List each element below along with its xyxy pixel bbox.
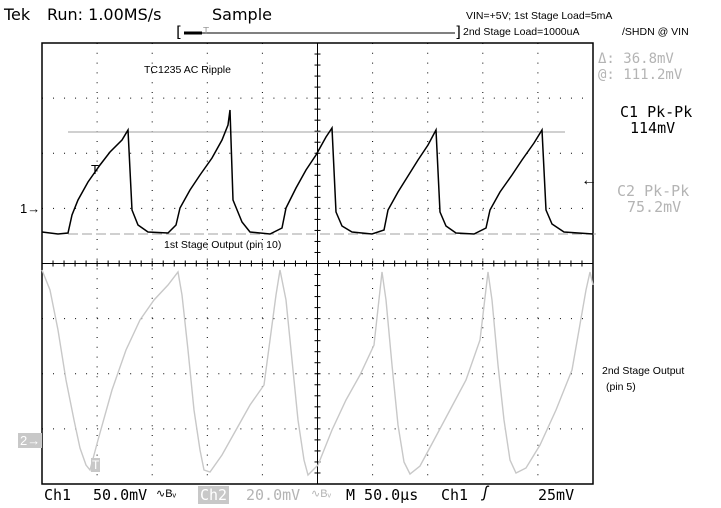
brand-label: Tek	[4, 5, 31, 24]
cursor-delta-readout: Δ: 36.8mV	[598, 51, 674, 67]
ch2-bandwidth-icon: ∿Bᵥ	[311, 488, 332, 500]
plot-title: TC1235 AC Ripple	[144, 64, 231, 76]
trigger-level-marker[interactable]: ←	[581, 172, 597, 189]
ch2-signal-label-1: 2nd Stage Output	[602, 365, 685, 377]
ch1-scale[interactable]: 50.0mV	[93, 486, 148, 504]
record-bracket-right: ]	[454, 23, 464, 41]
ch1-trigger-point-icon: T	[91, 162, 99, 177]
cursor-at-readout: @: 111.2mV	[598, 67, 683, 83]
ch1-bandwidth-icon: ∿Bᵥ	[156, 488, 177, 500]
ch1-ground-marker[interactable]: 1→	[20, 201, 41, 216]
test-conditions-line2: 2nd Stage Load=1000uA	[463, 26, 580, 38]
acquisition-mode: Sample	[212, 5, 272, 24]
ch2-trigger-point-icon: T	[91, 458, 101, 472]
ch1-signal-label: 1st Stage Output (pin 10)	[164, 239, 282, 251]
ch1-name[interactable]: Ch1	[44, 486, 72, 504]
ch2-ground-marker[interactable]: 2→	[18, 433, 43, 448]
c1-measurement-value: 114mV	[630, 119, 676, 137]
test-conditions-line3: /SHDN @ VIN	[622, 26, 689, 38]
c2-measurement-value: 75.2mV	[627, 198, 682, 216]
ch1-waveform	[41, 109, 594, 235]
trigger-source[interactable]: Ch1	[441, 486, 469, 504]
ch2-scale[interactable]: 20.0mV	[246, 486, 301, 504]
record-bracket-left: [	[174, 23, 184, 41]
ch2-waveform	[41, 269, 594, 477]
c1-measurement-label: C1 Pk-Pk	[620, 103, 693, 121]
graticule	[41, 42, 594, 485]
test-conditions-line1: VIN=+5V; 1st Stage Load=5mA	[466, 10, 613, 22]
ch2-name[interactable]: Ch2	[198, 486, 230, 504]
trigger-level[interactable]: 25mV	[538, 486, 575, 504]
trigger-position-marker: T	[203, 26, 210, 37]
c2-measurement-label: C2 Pk-Pk	[617, 182, 690, 200]
ch2-signal-label-2: (pin 5)	[606, 381, 636, 393]
timebase[interactable]: M 50.0μs	[346, 486, 419, 504]
trigger-slope-icon: ʃ	[483, 484, 488, 501]
run-status: Run: 1.00MS/s	[47, 5, 162, 24]
